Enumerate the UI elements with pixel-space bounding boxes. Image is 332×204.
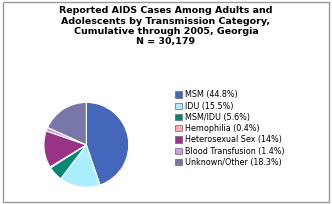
Wedge shape [47,102,86,145]
Wedge shape [44,131,86,167]
Wedge shape [86,102,129,185]
Wedge shape [50,145,86,168]
Wedge shape [61,145,100,187]
Text: Reported AIDS Cases Among Adults and
Adolescents by Transmission Category,
Cumul: Reported AIDS Cases Among Adults and Ado… [59,6,273,46]
Wedge shape [46,128,86,145]
Wedge shape [51,145,86,179]
Legend: MSM (44.8%), IDU (15.5%), MSM/IDU (5.6%), Hemophilia (0.4%), Heterosexual Sex (1: MSM (44.8%), IDU (15.5%), MSM/IDU (5.6%)… [173,89,287,168]
